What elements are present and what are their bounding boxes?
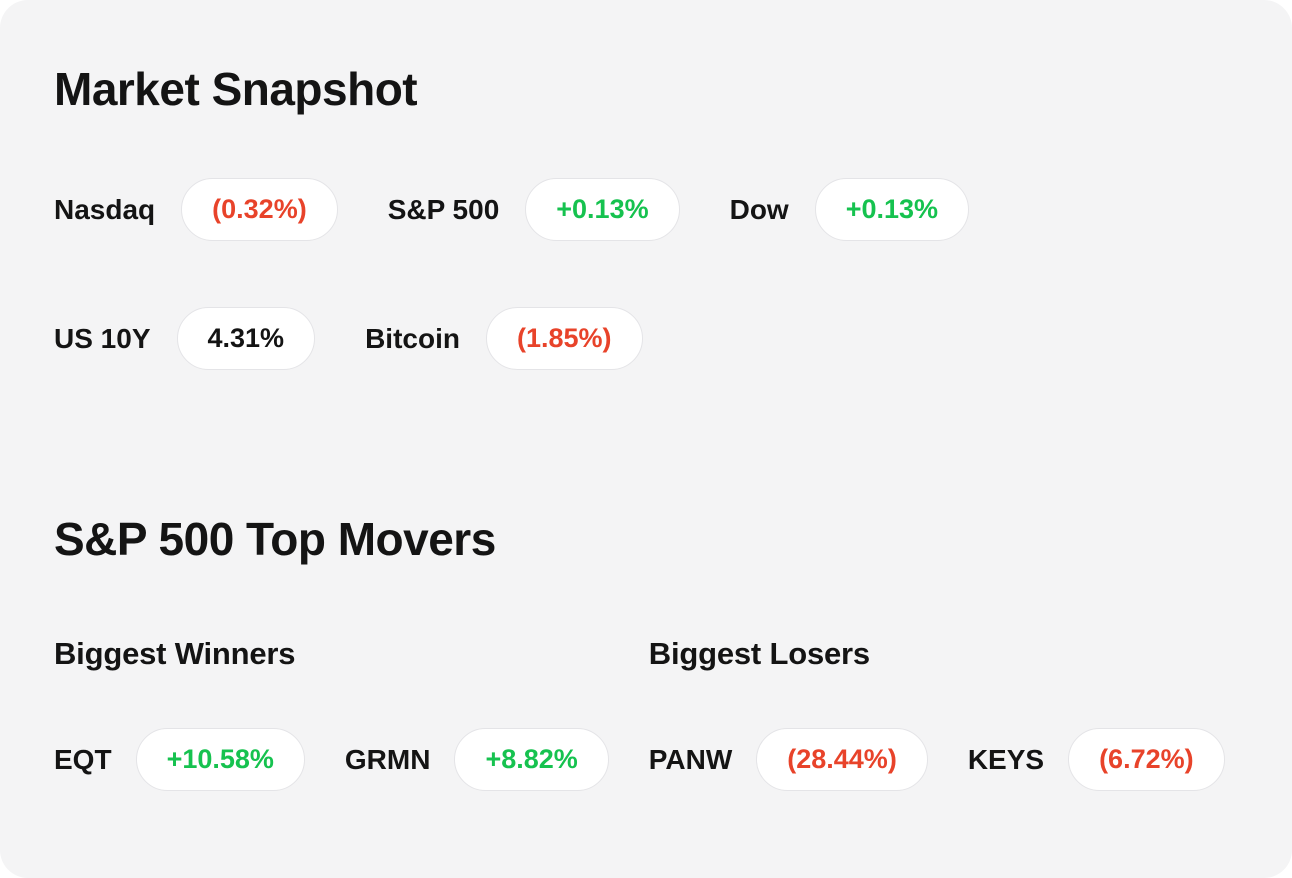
metric-bitcoin-value-pill: (1.85%) — [485, 307, 643, 370]
winner-grmn-ticker: GRMN — [344, 743, 431, 775]
metric-sp500: S&P 500 +0.13% — [388, 178, 680, 241]
loser-keys-value-pill: (6.72%) — [1068, 728, 1225, 791]
metric-us10y-value-pill: 4.31% — [176, 307, 316, 370]
metric-us10y-label: US 10Y — [54, 322, 151, 354]
loser-panw-value-pill: (28.44%) — [756, 728, 928, 791]
winner-eqt-ticker: EQT — [54, 743, 112, 775]
biggest-losers-column: Biggest Losers PANW (28.44%) KEYS (6.72%… — [649, 636, 1265, 791]
metric-dow-value-pill: +0.13% — [814, 178, 970, 241]
metric-sp500-label: S&P 500 — [387, 193, 500, 225]
winners-row: EQT +10.58% GRMN +8.82% — [54, 728, 649, 791]
loser-keys-ticker: KEYS — [967, 743, 1045, 775]
metric-us10y: US 10Y 4.31% — [54, 307, 316, 370]
winner-grmn-value-pill: +8.82% — [454, 728, 609, 791]
losers-row: PANW (28.44%) KEYS (6.72%) — [649, 728, 1265, 791]
loser-panw-ticker: PANW — [648, 743, 733, 775]
top-movers-columns: Biggest Winners EQT +10.58% GRMN +8.82% … — [54, 636, 1238, 791]
metric-dow-label: Dow — [729, 193, 789, 225]
metric-bitcoin-label: Bitcoin — [365, 322, 460, 354]
top-movers-title: S&P 500 Top Movers — [54, 513, 496, 565]
biggest-losers-heading: Biggest Losers — [648, 636, 870, 671]
biggest-winners-column: Biggest Winners EQT +10.58% GRMN +8.82% — [54, 636, 649, 791]
metric-bitcoin: Bitcoin (1.85%) — [365, 307, 643, 370]
market-snapshot-title: Market Snapshot — [54, 63, 418, 115]
metric-nasdaq-value-pill: (0.32%) — [181, 178, 338, 241]
loser-keys: KEYS (6.72%) — [968, 728, 1225, 791]
winner-eqt: EQT +10.58% — [54, 728, 305, 791]
metric-dow: Dow +0.13% — [729, 178, 970, 241]
snapshot-row-2: US 10Y 4.31% Bitcoin (1.85%) — [54, 307, 1238, 370]
winner-grmn: GRMN +8.82% — [345, 728, 609, 791]
metric-nasdaq: Nasdaq (0.32%) — [54, 178, 338, 241]
metric-nasdaq-label: Nasdaq — [54, 193, 156, 225]
metric-sp500-value-pill: +0.13% — [525, 178, 680, 241]
snapshot-row-1: Nasdaq (0.32%) S&P 500 +0.13% Dow +0.13% — [54, 178, 1238, 241]
biggest-winners-heading: Biggest Winners — [54, 636, 296, 671]
loser-panw: PANW (28.44%) — [649, 728, 928, 791]
winner-eqt-value-pill: +10.58% — [135, 728, 305, 791]
